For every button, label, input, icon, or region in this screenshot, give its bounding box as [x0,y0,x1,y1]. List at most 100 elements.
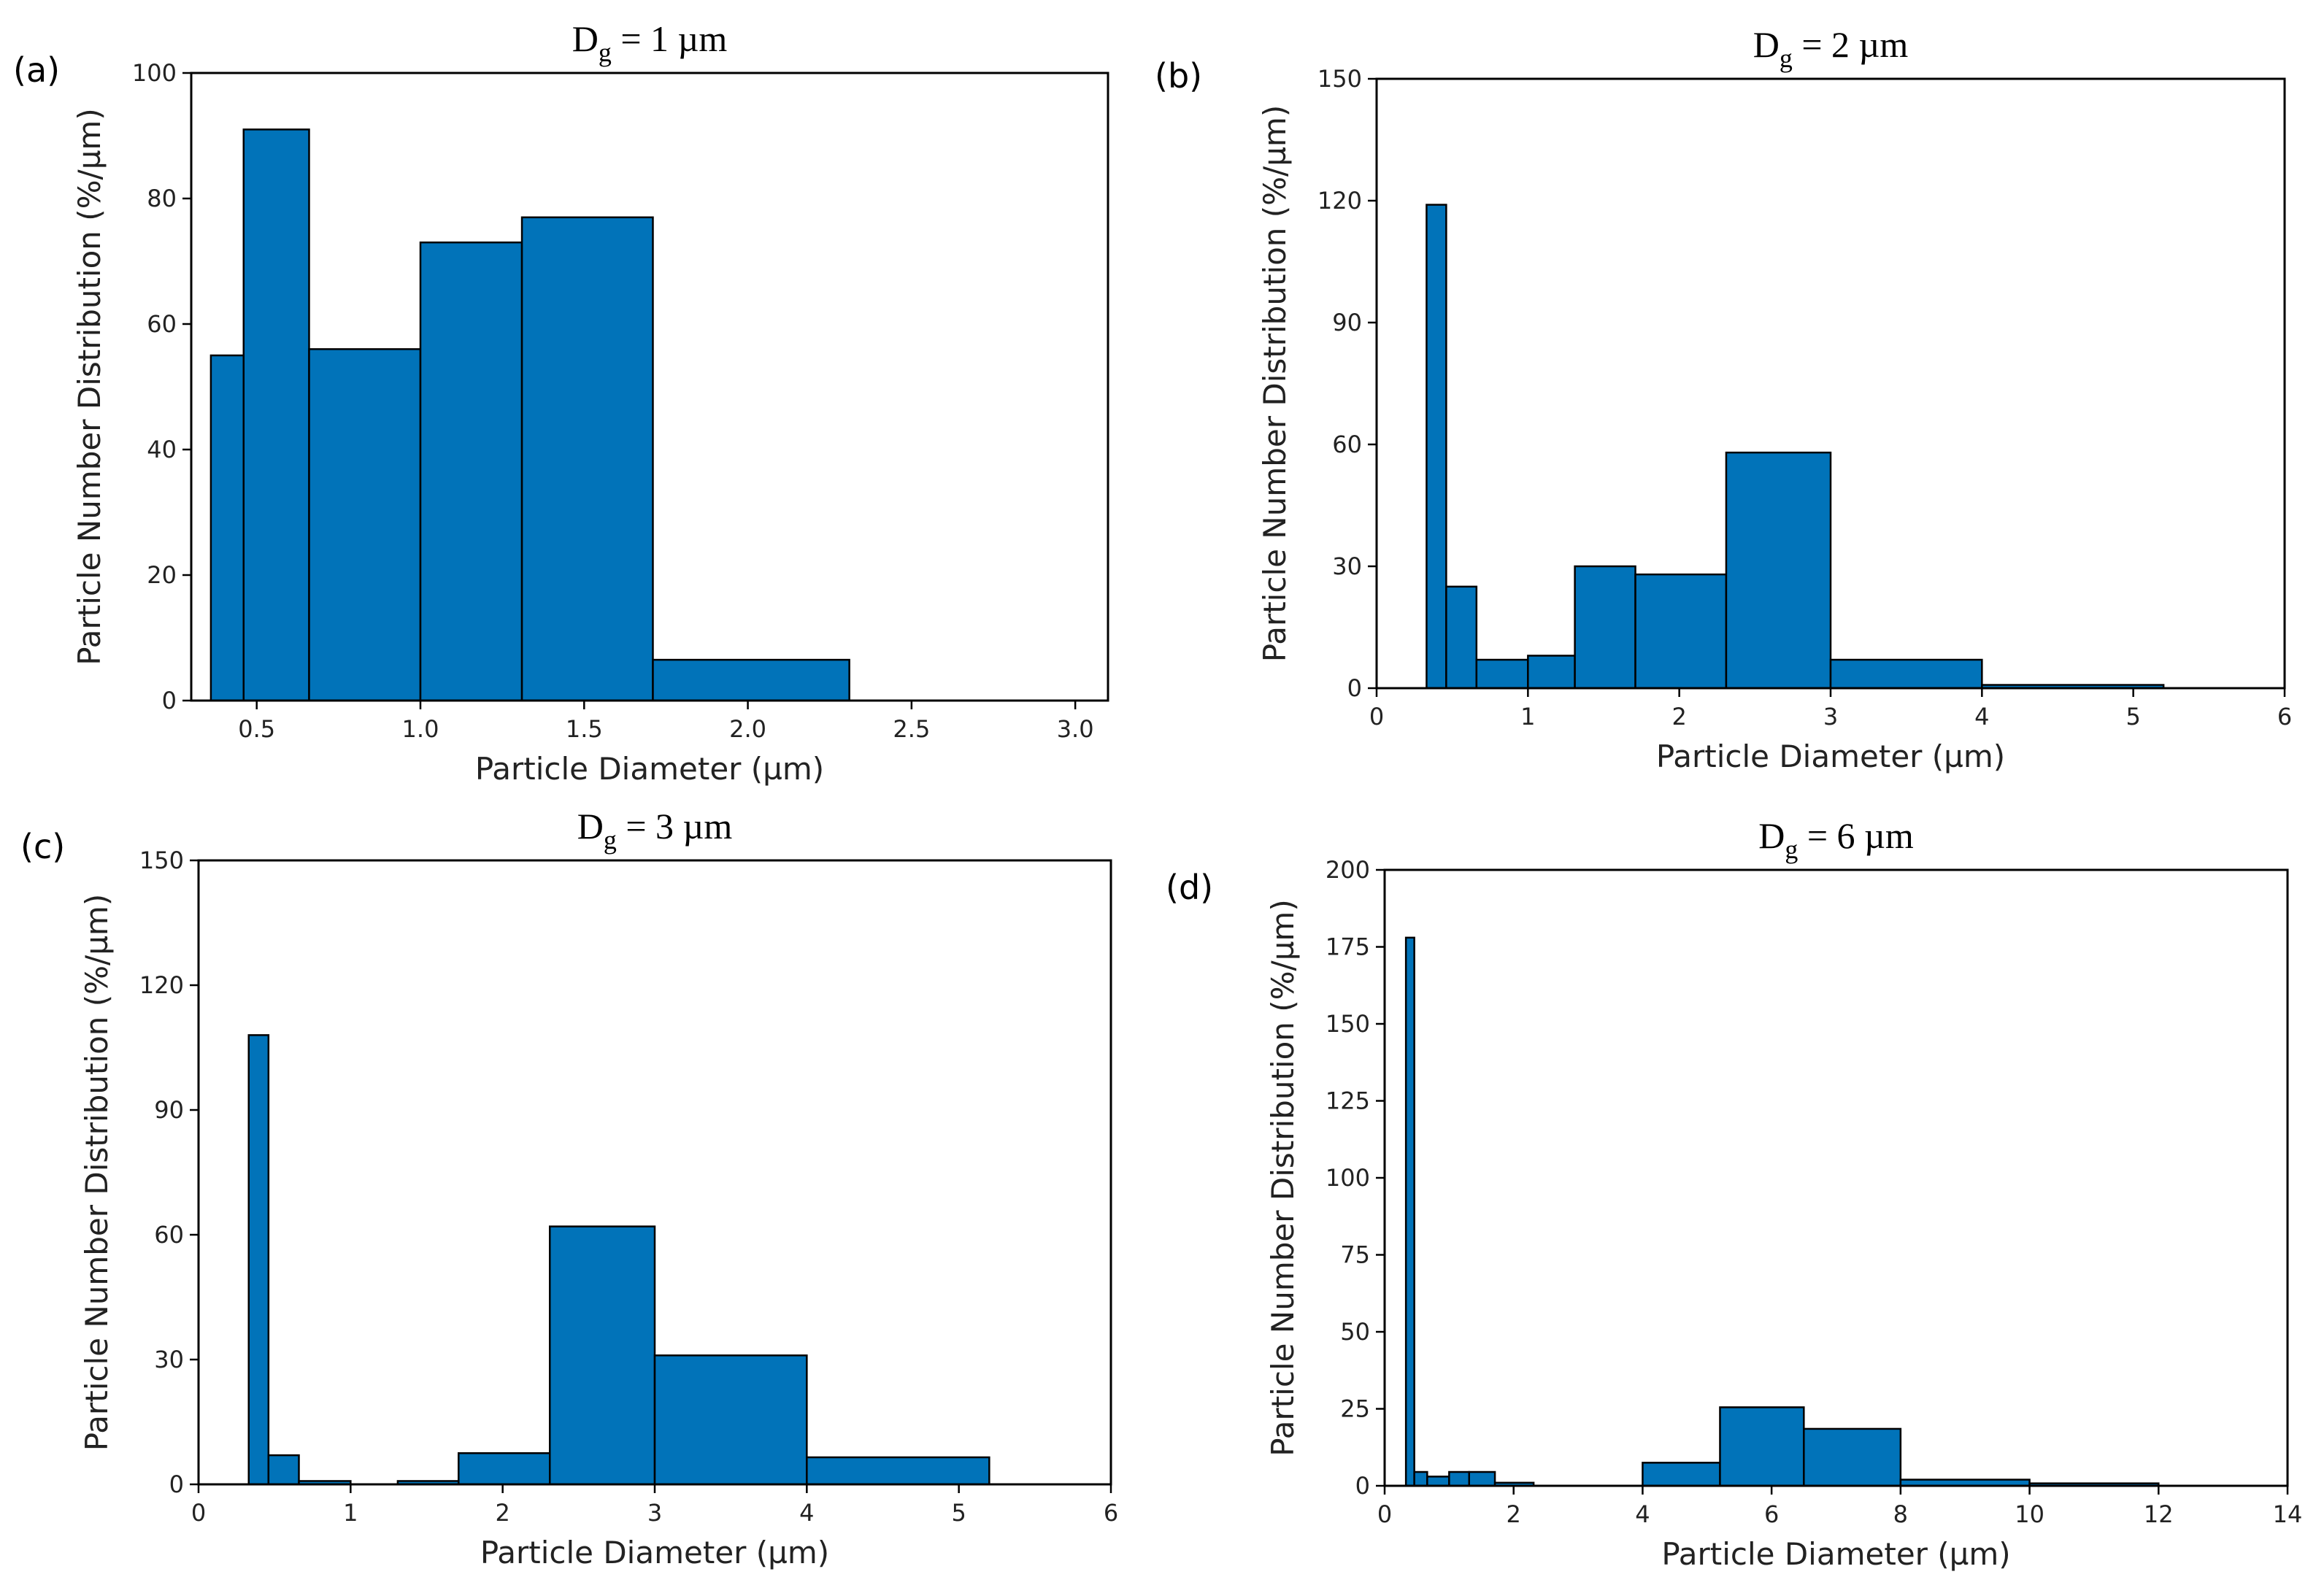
y-tick-label: 75 [1340,1241,1370,1269]
x-tick-label: 1.0 [402,715,439,743]
x-tick-label: 3 [647,1499,662,1527]
y-tick-label: 120 [1317,187,1362,215]
x-tick-label: 1 [1520,703,1535,730]
y-tick-label: 125 [1326,1087,1370,1115]
histogram-bar [1475,658,1529,690]
panel-label: (b) [1155,56,1202,96]
plot-frame [190,72,1109,702]
x-tick-label: 0 [1369,703,1384,730]
y-tick-label: 120 [139,971,184,999]
y-tick-label: 40 [147,436,177,463]
histogram-bar [1404,936,1415,1487]
title-rest: = 6 µm [1798,815,1914,856]
title-main: D [1758,815,1785,856]
histogram-bar [458,1452,551,1486]
histogram-bar [652,658,850,702]
y-tick-label: 90 [154,1096,184,1124]
histogram-bar [1468,1470,1496,1487]
histogram-bar [1527,655,1576,690]
x-tick-label: 3.0 [1057,715,1094,743]
x-tick-label: 8 [1893,1500,1908,1528]
chart-title: Dg = 1 µm [572,18,728,67]
y-tick-label: 0 [1347,674,1362,702]
y-axis-label: Particle Number Distribution (%/µm) [1257,105,1293,662]
histogram-bar [1725,451,1832,690]
y-tick-label: 60 [154,1221,184,1249]
histogram-bar [308,348,422,702]
title-subscript: g [599,38,612,67]
x-tick-label: 6 [1764,1500,1779,1528]
histogram-bar [1448,1470,1470,1487]
histogram-bar [209,354,245,702]
x-axis-label: Particle Diameter (µm) [1656,739,2005,774]
title-subscript: g [1780,44,1793,73]
histogram-bar [247,1034,270,1486]
y-tick-label: 80 [147,185,177,212]
x-tick-label: 14 [2273,1500,2303,1528]
histogram-bar [1426,204,1447,690]
histogram-bar [520,216,654,702]
histogram-bar [806,1456,990,1486]
x-tick-label: 2 [495,1499,509,1527]
histogram-bar [267,1454,300,1486]
histogram-bar [653,1354,808,1486]
y-tick-label: 0 [162,687,177,714]
x-tick-label: 5 [951,1499,966,1527]
x-tick-label: 3 [1823,703,1838,730]
x-tick-label: 2.0 [729,715,766,743]
histogram-bar [1829,658,1983,690]
x-tick-label: 0 [1377,1500,1392,1528]
x-tick-label: 2 [1507,1500,1521,1528]
y-tick-label: 50 [1340,1318,1370,1346]
histogram-bar [242,128,310,702]
title-rest: = 1 µm [612,18,728,59]
y-tick-label: 0 [1355,1472,1370,1500]
y-tick-label: 0 [169,1470,184,1498]
chart-title: Dg = 2 µm [1753,24,1909,73]
panel-label: (c) [20,827,65,866]
title-subscript: g [604,825,617,855]
y-tick-label: 200 [1326,856,1370,884]
histogram-bar [549,1225,656,1486]
x-tick-label: 6 [1104,1499,1118,1527]
histogram-bar [1634,573,1728,690]
x-tick-label: 6 [2277,703,2292,730]
x-tick-label: 0.5 [238,715,275,743]
y-tick-label: 60 [1332,431,1362,458]
panel-label: (d) [1166,868,1213,907]
panel-label: (a) [13,50,60,90]
title-main: D [577,806,604,847]
title-rest: = 3 µm [617,806,733,847]
x-tick-label: 4 [1635,1500,1650,1528]
y-tick-label: 30 [1332,552,1362,580]
y-tick-label: 175 [1326,933,1370,961]
x-tick-label: 12 [2144,1500,2174,1528]
y-tick-label: 150 [139,847,184,874]
y-axis-label: Particle Number Distribution (%/µm) [72,108,107,665]
y-tick-label: 90 [1332,309,1362,336]
x-tick-label: 2 [1671,703,1686,730]
y-tick-label: 60 [147,310,177,338]
chart-title: Dg = 3 µm [577,806,733,855]
histogram-bar [1719,1406,1805,1487]
x-tick-label: 4 [1974,703,1989,730]
histogram-bar [419,241,523,702]
plot-frame [1383,868,2289,1487]
x-axis-label: Particle Diameter (µm) [475,751,824,787]
y-tick-label: 25 [1340,1395,1370,1423]
x-axis-label: Particle Diameter (µm) [480,1535,829,1570]
x-tick-label: 0 [191,1499,206,1527]
title-subscript: g [1785,835,1798,864]
x-tick-label: 2.5 [893,715,930,743]
y-axis-label: Particle Number Distribution (%/µm) [1265,899,1301,1456]
y-tick-label: 150 [1326,1010,1370,1038]
histogram-bar [1413,1470,1428,1487]
histogram-bar [1445,585,1478,690]
title-rest: = 2 µm [1793,24,1909,65]
chart-panel-1: 0.5 1.0 1.5 2.0 2.5 3.0 0 20 40 60 80 100 Particle D… [13,18,1109,787]
y-tick-label: 100 [1326,1164,1370,1192]
x-tick-label: 1 [343,1499,358,1527]
x-tick-label: 10 [2015,1500,2044,1528]
histogram-bar [1642,1462,1721,1487]
